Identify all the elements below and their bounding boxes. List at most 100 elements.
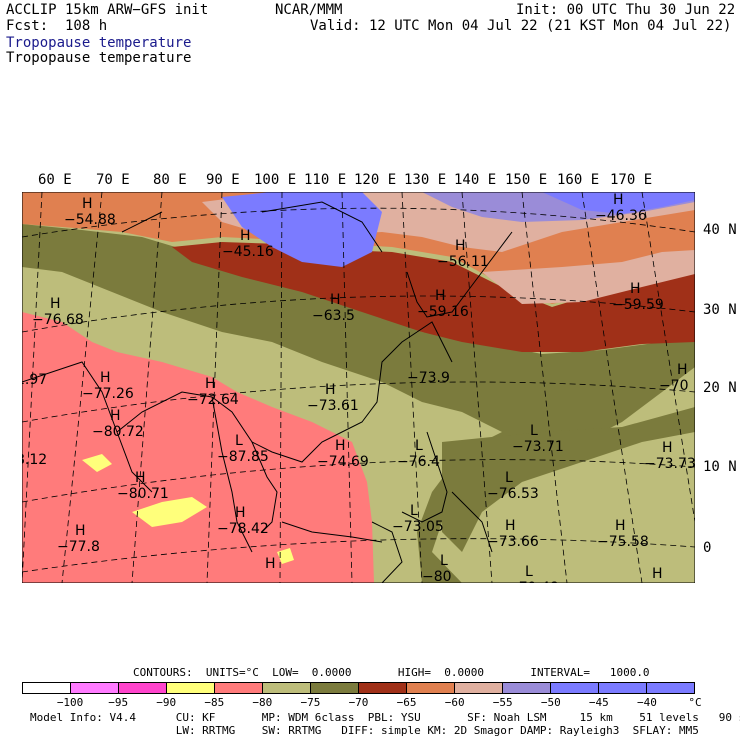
high-pressure-label: H−46.36 (595, 192, 647, 224)
high-pressure-label: H−72.64 (187, 376, 239, 408)
high-pressure-label: H−73.61 (307, 382, 359, 414)
hl-letter: H (335, 438, 346, 454)
lon-label-130e: 130 E (404, 172, 447, 188)
hl-value: −87.85 (217, 449, 269, 465)
hl-value: −78.42 (217, 521, 269, 537)
lon-label-100e: 100 E (254, 172, 297, 188)
low-pressure-label: L−80 (422, 553, 452, 583)
high-pressure-label: H−59.59 (612, 281, 664, 313)
band-m75-m70-north (22, 224, 695, 583)
high-pressure-label: H (265, 556, 276, 572)
band-m50-m45-mongolia (222, 192, 382, 267)
colorbar-swatch-9 (407, 683, 455, 693)
colorbar-swatch-13 (599, 683, 647, 693)
band-m90-m85-spot3 (277, 548, 294, 564)
hl-value: −59.59 (612, 297, 664, 313)
center-name: NCAR/MMM (275, 2, 343, 18)
colorbar-swatch-11 (503, 683, 551, 693)
hl-letter: H (630, 281, 641, 297)
high-pressure-label: H−70 (659, 362, 689, 394)
hl-value: −45.16 (222, 244, 274, 260)
model-info-line2: LW: RRTMG SW: RRTMG DIFF: simple KM: 2D … (30, 724, 699, 737)
colorbar-swatch-10 (455, 683, 503, 693)
high-pressure-label: H−74.69 (317, 438, 369, 470)
init-time: Init: 00 UTC Thu 30 Jun 22 (516, 2, 736, 18)
hl-value: 8.12 (22, 452, 47, 468)
hl-letter: H (235, 505, 246, 521)
high-pressure-label: H−73.73 (644, 440, 695, 472)
low-pressure-label: L−76.4 (397, 438, 440, 470)
low-pressure-label: L−87.85 (217, 433, 269, 465)
coastlines (22, 201, 513, 583)
hl-letter: H (265, 556, 276, 572)
lat-label-20n: 20 N (703, 380, 737, 396)
model-info-line1: Model Info: V4.4 CU: KF MP: WDM 6class P… (30, 711, 740, 724)
colorbar-swatch-2 (71, 683, 119, 693)
hl-letter: L (530, 423, 538, 439)
lat-label-0: 0 (703, 540, 712, 556)
field-title-filled: Tropopause temperature (6, 35, 192, 51)
hl-letter: H (455, 238, 466, 254)
hl-value: −80.72 (92, 424, 144, 440)
high-pressure-label: H−77.8 (57, 523, 100, 555)
high-pressure-label: H−76.68 (32, 296, 84, 328)
hl-letter: L (415, 438, 423, 454)
tropopause-temperature-map: H−54.88H−45.16 H−56.11H−46.36H−76.68H−63.… (22, 192, 695, 583)
lat-label-40n: 40 N (703, 222, 737, 238)
contours-info: CONTOURS: UNITS=°C LOW= 0.0000 HIGH= 0.0… (133, 666, 650, 679)
colorbar-label: −100 (56, 696, 84, 709)
band-m85-m80 (22, 312, 374, 583)
hl-letter: H (110, 408, 121, 424)
colorbar-swatch-14 (647, 683, 694, 693)
hl-value: −79.48 (507, 580, 559, 583)
colorbar-label: −50 (540, 696, 561, 709)
lon-label-140e: 140 E (454, 172, 497, 188)
hl-value: −56.11 (437, 254, 489, 270)
colorbar-label: −75 (300, 696, 321, 709)
colorbar-label: −90 (156, 696, 177, 709)
colorbar-swatch-5 (215, 683, 263, 693)
hl-value: −72.64 (187, 392, 239, 408)
colorbar-label: −80 (252, 696, 273, 709)
hl-value: −73.61 (307, 398, 359, 414)
hl-value: −63.5 (312, 308, 355, 324)
hl-letter: H (505, 518, 516, 534)
hl-value: −46.36 (595, 208, 647, 224)
lon-label-150e: 150 E (505, 172, 548, 188)
hl-letter: H (325, 382, 336, 398)
hl-letter: H (677, 362, 688, 378)
low-pressure-label: L−73.05 (392, 503, 444, 535)
band-m60-m55-east (482, 250, 695, 304)
colorbar-label: −55 (492, 696, 513, 709)
colorbar-swatch-8 (359, 683, 407, 693)
band-m75-m70-east (442, 407, 695, 552)
hl-letter: H (613, 192, 624, 208)
band-m90-m85-spot2 (82, 454, 112, 472)
hl-value: −76.53 (487, 486, 539, 502)
hl-letter: L (410, 503, 418, 519)
hl-letter: H (75, 523, 86, 539)
high-pressure-label: H−59.16 (417, 288, 469, 320)
high-pressure-label: H−78.42 (217, 505, 269, 537)
lat-label-30n: 30 N (703, 302, 737, 318)
hl-letter: H (240, 228, 251, 244)
lon-label-60e: 60 E (38, 172, 72, 188)
colorbar-swatch-6 (263, 683, 311, 693)
high-pressure-label: H−80.71 (117, 470, 169, 502)
hl-letter: H (82, 196, 93, 212)
hl-letter: H (652, 566, 663, 582)
hl-letter: H (135, 470, 146, 486)
high-pressure-label: 1.97 (22, 372, 47, 388)
high-pressure-label: H−80.72 (92, 408, 144, 440)
hl-value: −73.66 (487, 534, 539, 550)
colorbar-label: −95 (108, 696, 129, 709)
hl-value: −77.26 (82, 386, 134, 402)
low-pressure-label: L−79.48 (507, 564, 559, 583)
colorbar-label: −40 (636, 696, 657, 709)
colorbar-label: °C (688, 696, 702, 709)
hl-value: −77.8 (57, 539, 100, 555)
colorbar-swatch-4 (167, 683, 215, 693)
hl-letter: H (615, 518, 626, 534)
lat-lon-grid (22, 192, 695, 583)
hl-letter: H (435, 288, 446, 304)
